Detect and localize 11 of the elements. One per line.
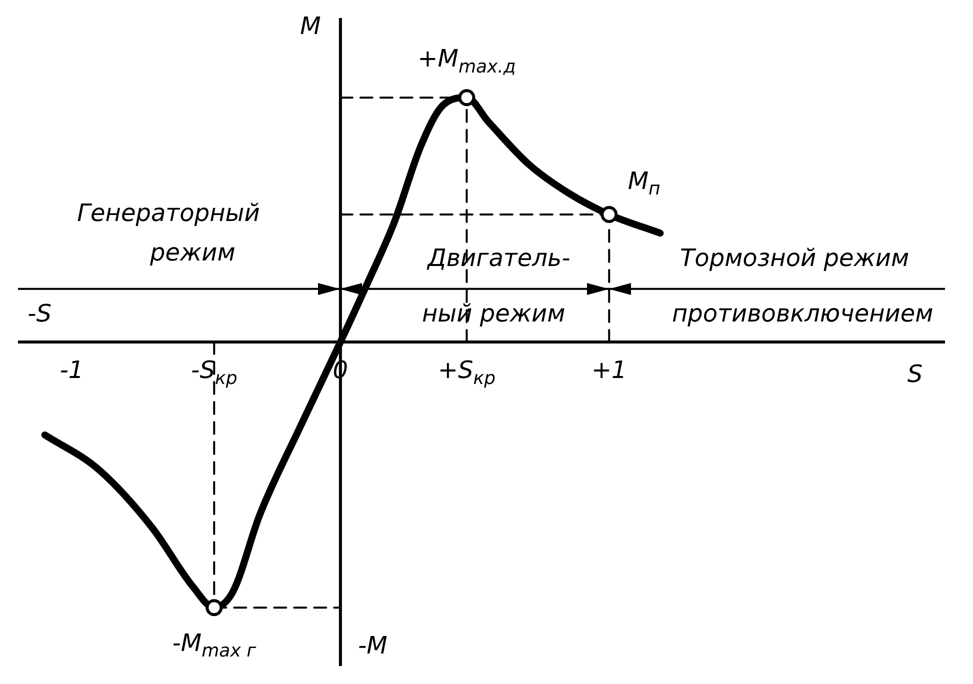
annotation: Тормозной режим [680, 244, 910, 272]
annotation: Двигатель- [426, 244, 570, 272]
x-tick-label: +1 [591, 356, 627, 384]
annotation: противовключением [672, 300, 934, 328]
x-axis-title: S [907, 360, 923, 388]
annotation: Генераторный [77, 198, 260, 227]
x-tick-label: -1 [60, 356, 84, 384]
annotation: -S [28, 300, 52, 328]
text: -M [358, 632, 388, 660]
annotation: режим [148, 238, 236, 267]
y-axis-title: M [300, 12, 322, 40]
